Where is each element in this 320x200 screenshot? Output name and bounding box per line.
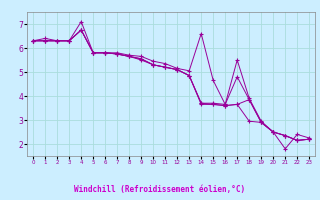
Text: Windchill (Refroidissement éolien,°C): Windchill (Refroidissement éolien,°C) [75, 185, 245, 194]
